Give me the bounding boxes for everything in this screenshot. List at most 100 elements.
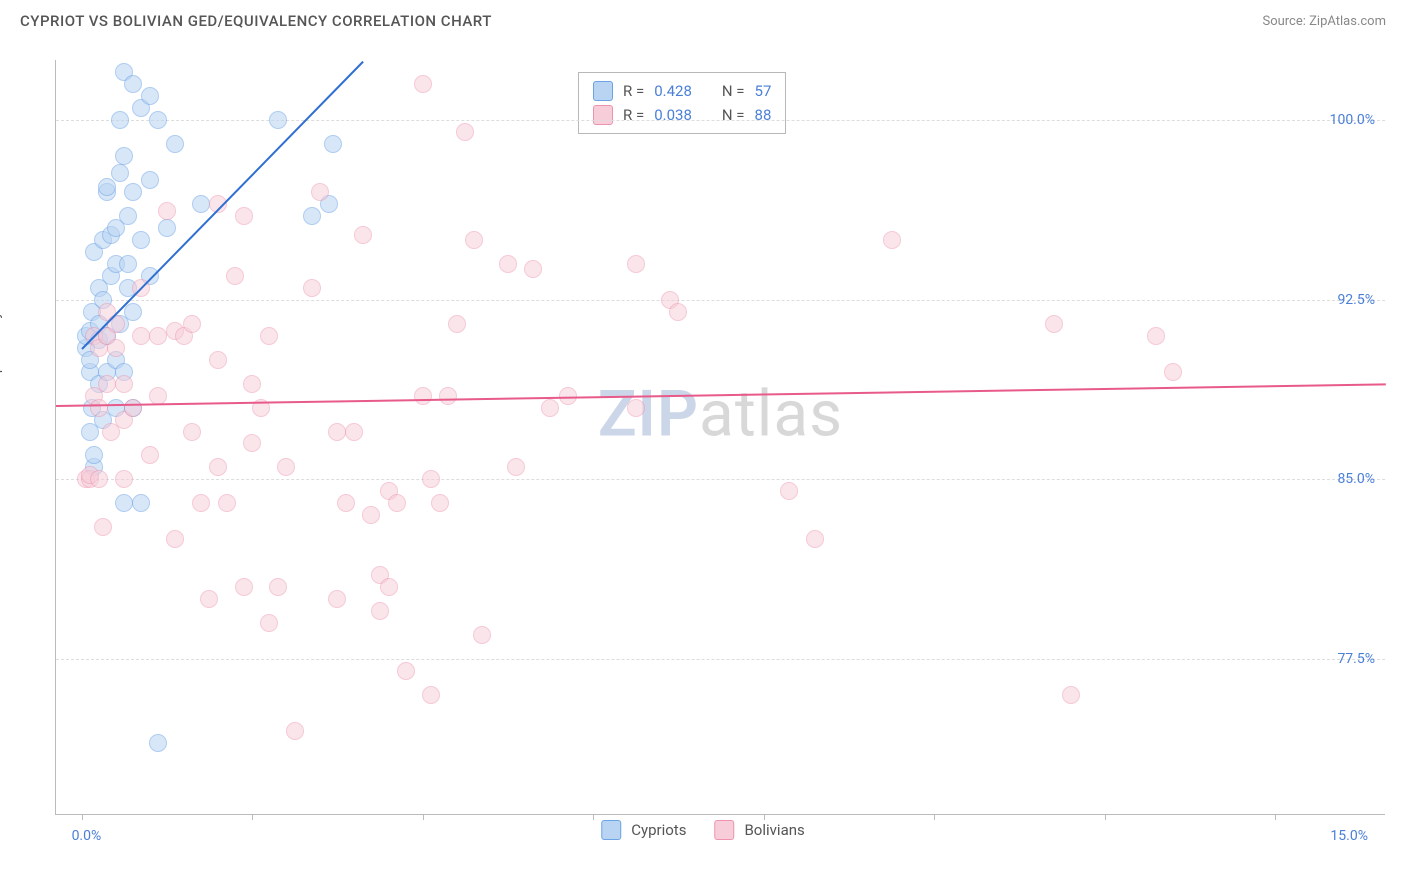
scatter-marker [780, 482, 798, 500]
scatter-marker [303, 207, 321, 225]
corr-N-value-bolivians: 88 [755, 106, 772, 124]
scatter-marker [260, 327, 278, 345]
scatter-marker [388, 494, 406, 512]
scatter-marker [277, 458, 295, 476]
scatter-marker [243, 434, 261, 452]
chart-title: CYPRIOT VS BOLIVIAN GED/EQUIVALENCY CORR… [20, 12, 492, 30]
y-tick-label: 100.0% [1330, 112, 1375, 128]
scatter-marker [115, 375, 133, 393]
scatter-marker [218, 494, 236, 512]
scatter-marker [806, 530, 824, 548]
scatter-marker [883, 231, 901, 249]
scatter-marker [149, 734, 167, 752]
x-tick-mark [934, 814, 935, 820]
scatter-marker [132, 231, 150, 249]
corr-swatch-bolivians [593, 105, 613, 125]
bottom-legend: Cypriots Bolivians [601, 820, 805, 840]
scatter-marker [337, 494, 355, 512]
scatter-marker [149, 387, 167, 405]
x-tick-mark [252, 814, 253, 820]
scatter-marker [115, 470, 133, 488]
scatter-marker [149, 111, 167, 129]
scatter-marker [439, 387, 457, 405]
scatter-marker [209, 351, 227, 369]
scatter-marker [448, 315, 466, 333]
scatter-marker [141, 171, 159, 189]
scatter-marker [149, 327, 167, 345]
scatter-marker [371, 602, 389, 620]
corr-R-label: R = [623, 82, 644, 100]
scatter-marker [362, 506, 380, 524]
scatter-marker [183, 423, 201, 441]
x-tick-mark [1275, 814, 1276, 820]
scatter-marker [380, 578, 398, 596]
grid-line-h [56, 479, 1385, 480]
scatter-marker [541, 399, 559, 417]
scatter-marker [354, 226, 372, 244]
header-bar: CYPRIOT VS BOLIVIAN GED/EQUIVALENCY CORR… [0, 0, 1406, 38]
scatter-marker [200, 590, 218, 608]
scatter-marker [524, 260, 542, 278]
scatter-marker [90, 470, 108, 488]
scatter-marker [124, 303, 142, 321]
scatter-marker [303, 279, 321, 297]
scatter-marker [669, 303, 687, 321]
scatter-marker [345, 423, 363, 441]
scatter-marker [235, 207, 253, 225]
scatter-marker [141, 446, 159, 464]
corr-row-cypriots: R = 0.428 N = 57 [593, 79, 771, 103]
legend-item-cypriots: Cypriots [601, 820, 686, 840]
scatter-marker [98, 178, 116, 196]
legend-swatch-cypriots [601, 820, 621, 840]
scatter-marker [422, 686, 440, 704]
scatter-marker [98, 375, 116, 393]
chart-container: ZIPatlas R = 0.428 N = 57 R = 0.038 N = … [10, 50, 1396, 850]
y-tick-label: 77.5% [1337, 651, 1375, 667]
scatter-marker [311, 183, 329, 201]
scatter-marker [507, 458, 525, 476]
scatter-marker [124, 183, 142, 201]
scatter-marker [158, 219, 176, 237]
scatter-marker [269, 578, 287, 596]
corr-R-value-cypriots: 0.428 [654, 82, 692, 100]
legend-item-bolivians: Bolivians [714, 820, 804, 840]
corr-R-value-bolivians: 0.038 [654, 106, 692, 124]
y-tick-label: 85.0% [1337, 471, 1375, 487]
scatter-marker [132, 494, 150, 512]
scatter-marker [226, 267, 244, 285]
scatter-marker [183, 315, 201, 333]
y-axis-title: GED/Equivalency [0, 312, 3, 418]
scatter-marker [627, 399, 645, 417]
scatter-marker [1045, 315, 1063, 333]
scatter-marker [235, 578, 253, 596]
corr-row-bolivians: R = 0.038 N = 88 [593, 103, 771, 127]
x-tick-label-right: 15.0% [1330, 828, 1368, 844]
y-tick-label: 92.5% [1337, 292, 1375, 308]
scatter-marker [414, 75, 432, 93]
scatter-marker [260, 614, 278, 632]
scatter-marker [1164, 363, 1182, 381]
grid-line-h [56, 300, 1385, 301]
scatter-marker [85, 446, 103, 464]
scatter-marker [192, 494, 210, 512]
scatter-marker [209, 458, 227, 476]
scatter-marker [499, 255, 517, 273]
scatter-marker [115, 147, 133, 165]
scatter-marker [422, 470, 440, 488]
scatter-marker [119, 207, 137, 225]
scatter-marker [414, 387, 432, 405]
scatter-marker [94, 518, 112, 536]
x-tick-mark [423, 814, 424, 820]
plot-area: ZIPatlas R = 0.428 N = 57 R = 0.038 N = … [55, 60, 1385, 815]
corr-R-label: R = [623, 106, 644, 124]
scatter-marker [243, 375, 261, 393]
scatter-marker [119, 255, 137, 273]
source-label: Source: ZipAtlas.com [1262, 14, 1386, 29]
scatter-marker [124, 75, 142, 93]
correlation-legend: R = 0.428 N = 57 R = 0.038 N = 88 [578, 72, 786, 134]
corr-N-value-cypriots: 57 [755, 82, 772, 100]
scatter-marker [269, 111, 287, 129]
scatter-marker [90, 399, 108, 417]
legend-label-bolivians: Bolivians [744, 821, 804, 839]
scatter-marker [158, 202, 176, 220]
